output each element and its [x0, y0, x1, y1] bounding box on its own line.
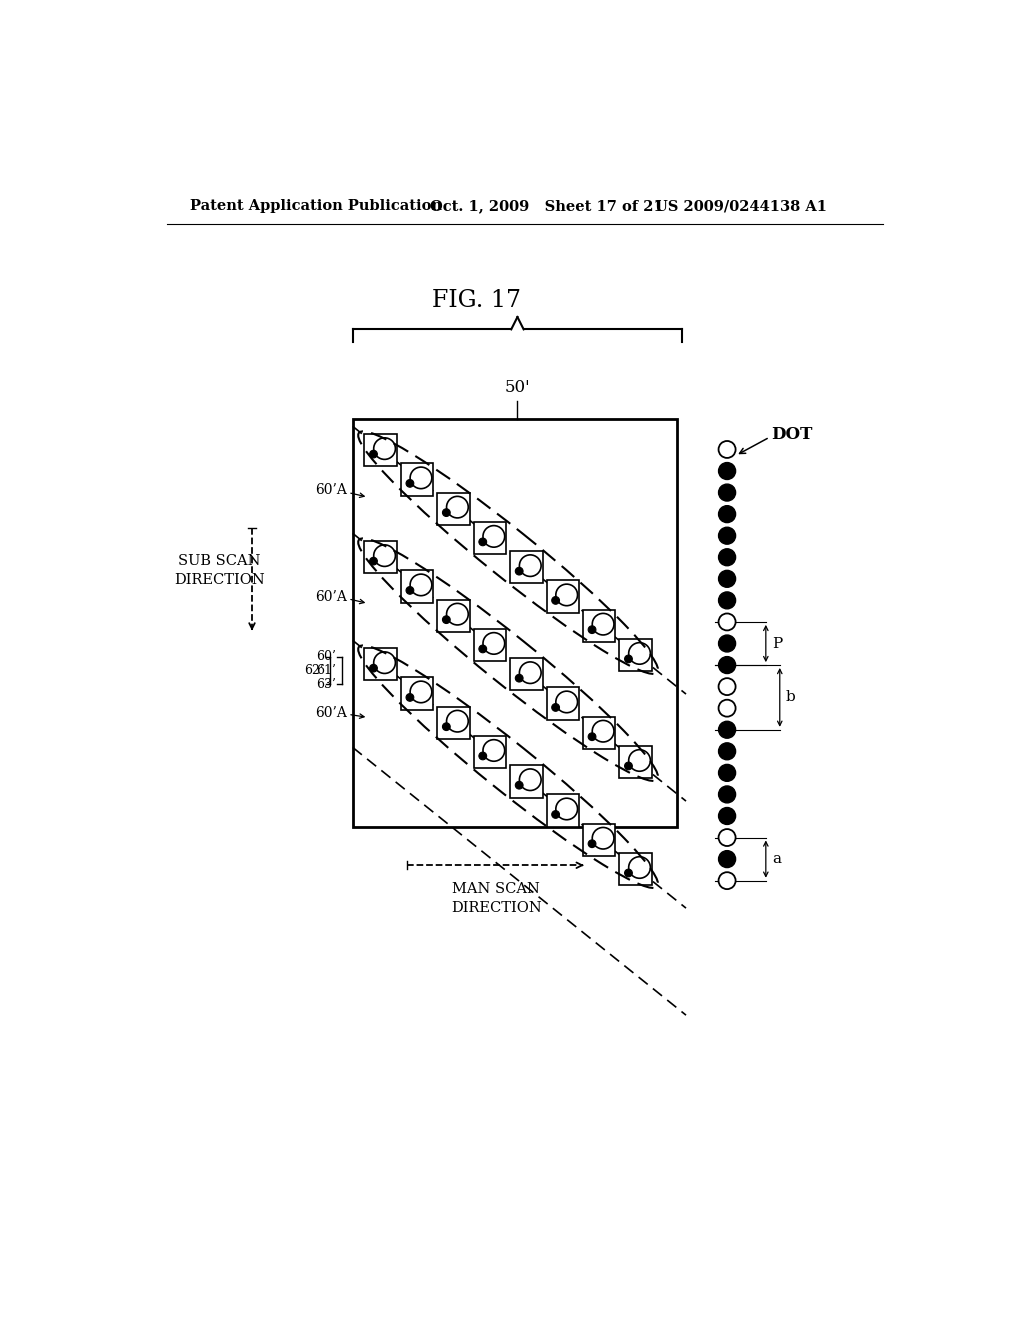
Bar — [583, 717, 615, 748]
Circle shape — [407, 693, 414, 701]
Bar — [583, 824, 615, 857]
Circle shape — [719, 591, 735, 609]
Bar — [547, 795, 579, 826]
Text: 60’A: 60’A — [314, 590, 346, 605]
Text: b: b — [786, 690, 796, 705]
Circle shape — [625, 869, 633, 876]
Text: SUB SCAN
DIRECTION: SUB SCAN DIRECTION — [174, 554, 265, 586]
Circle shape — [719, 808, 735, 825]
Circle shape — [370, 664, 378, 672]
Circle shape — [515, 781, 523, 789]
Bar — [437, 599, 470, 632]
Bar — [400, 677, 433, 710]
Text: FIG. 17: FIG. 17 — [432, 289, 521, 313]
Circle shape — [442, 723, 451, 730]
Circle shape — [442, 616, 451, 623]
Circle shape — [588, 626, 596, 634]
Circle shape — [552, 704, 559, 711]
Bar — [474, 521, 506, 554]
Bar — [365, 648, 397, 681]
Circle shape — [719, 700, 735, 717]
Circle shape — [370, 557, 378, 565]
Text: 60’: 60’ — [315, 649, 336, 663]
Circle shape — [479, 645, 486, 653]
Bar — [583, 610, 615, 642]
Text: 61’: 61’ — [315, 664, 336, 677]
Bar — [474, 737, 506, 768]
Circle shape — [625, 762, 633, 770]
Circle shape — [719, 764, 735, 781]
Bar — [365, 541, 397, 573]
Circle shape — [588, 733, 596, 741]
Circle shape — [479, 752, 486, 760]
Bar — [437, 706, 470, 739]
Circle shape — [719, 527, 735, 544]
Text: 60’A: 60’A — [314, 706, 346, 719]
Bar — [620, 746, 652, 779]
Circle shape — [407, 586, 414, 594]
Bar — [510, 552, 543, 583]
Text: MAN SCAN
DIRECTION: MAN SCAN DIRECTION — [451, 882, 542, 915]
Circle shape — [407, 479, 414, 487]
Circle shape — [552, 810, 559, 818]
Circle shape — [719, 656, 735, 673]
Circle shape — [588, 840, 596, 847]
Bar — [400, 570, 433, 603]
Circle shape — [719, 785, 735, 803]
Text: Oct. 1, 2009   Sheet 17 of 21: Oct. 1, 2009 Sheet 17 of 21 — [430, 199, 664, 213]
Bar — [510, 659, 543, 690]
Circle shape — [719, 614, 735, 631]
Circle shape — [515, 568, 523, 576]
Circle shape — [719, 743, 735, 760]
Circle shape — [370, 450, 378, 458]
Circle shape — [552, 597, 559, 605]
Circle shape — [719, 721, 735, 738]
Circle shape — [479, 539, 486, 545]
Circle shape — [719, 873, 735, 890]
Text: 62’: 62’ — [304, 664, 324, 677]
Circle shape — [719, 678, 735, 696]
Circle shape — [719, 635, 735, 652]
Circle shape — [625, 655, 633, 663]
Circle shape — [515, 675, 523, 682]
Bar — [400, 463, 433, 496]
Circle shape — [719, 506, 735, 523]
Text: a: a — [772, 853, 781, 866]
Bar — [437, 492, 470, 525]
Bar — [365, 434, 397, 466]
Bar — [352, 418, 677, 826]
Circle shape — [719, 549, 735, 566]
Circle shape — [719, 570, 735, 587]
Text: 63’: 63’ — [315, 677, 336, 690]
Circle shape — [719, 441, 735, 458]
Text: 60’A: 60’A — [314, 483, 346, 496]
Text: US 2009/0244138 A1: US 2009/0244138 A1 — [655, 199, 827, 213]
Bar — [620, 853, 652, 886]
Circle shape — [719, 829, 735, 846]
Bar — [620, 639, 652, 672]
Bar — [510, 766, 543, 797]
Text: Patent Application Publication: Patent Application Publication — [190, 199, 442, 213]
Circle shape — [719, 484, 735, 502]
Circle shape — [719, 850, 735, 867]
Bar — [474, 628, 506, 661]
Text: 50': 50' — [504, 379, 529, 396]
Circle shape — [719, 462, 735, 479]
Bar — [547, 688, 579, 719]
Text: DOT: DOT — [771, 425, 813, 442]
Bar — [547, 581, 579, 612]
Text: P: P — [772, 636, 782, 651]
Circle shape — [442, 508, 451, 516]
